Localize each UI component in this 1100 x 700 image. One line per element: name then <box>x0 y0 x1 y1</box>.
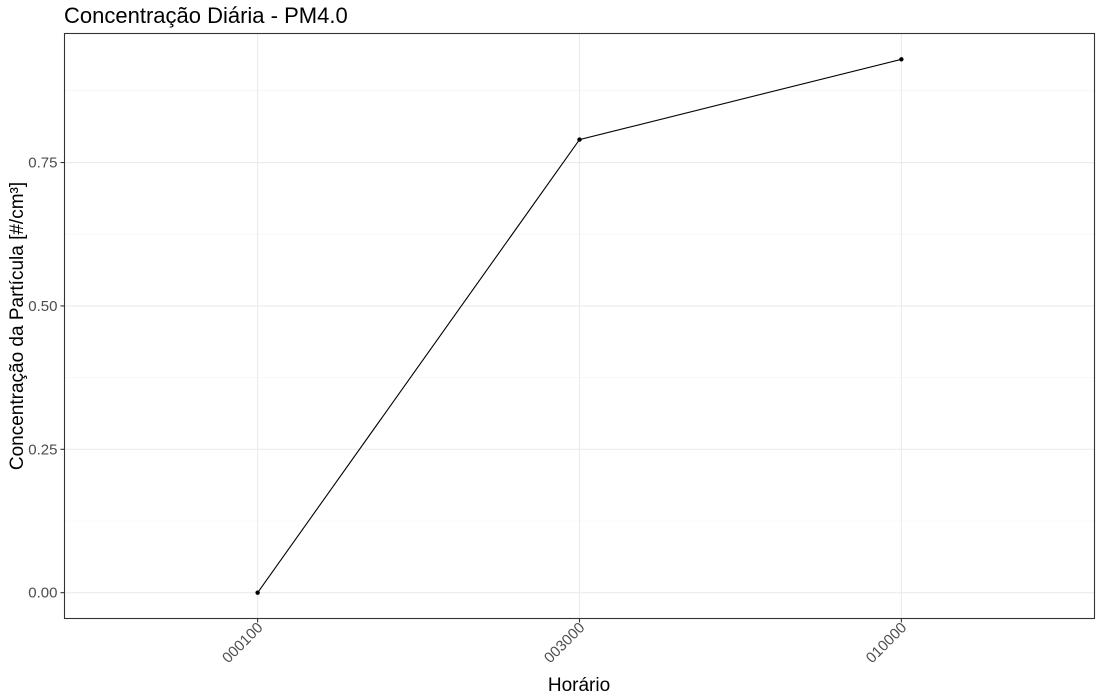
y-tick-label-2: 0.50 <box>28 298 57 315</box>
y-tick-label-0: 0.00 <box>28 585 57 602</box>
data-point-000100 <box>255 590 260 595</box>
chart-title: Concentração Diária - PM4.0 <box>64 3 348 28</box>
y-tick-label-3: 0.75 <box>28 155 57 172</box>
x-tick-label-010000: 010000 <box>863 619 910 666</box>
data-point-010000 <box>899 57 904 62</box>
data-point-003000 <box>577 137 582 142</box>
grid-layer <box>64 33 1095 619</box>
data-layer <box>255 57 904 595</box>
axis-layer: 0.00 0.25 0.50 0.75 000100 003000 010000 <box>28 155 910 667</box>
y-tick-label-1: 0.25 <box>28 441 57 458</box>
x-tick-label-003000: 003000 <box>541 619 588 666</box>
x-tick-label-000100: 000100 <box>219 619 266 666</box>
y-axis-title: Concentração da Partícula [#/cm³] <box>7 182 28 470</box>
x-axis-title: Horário <box>548 675 610 696</box>
